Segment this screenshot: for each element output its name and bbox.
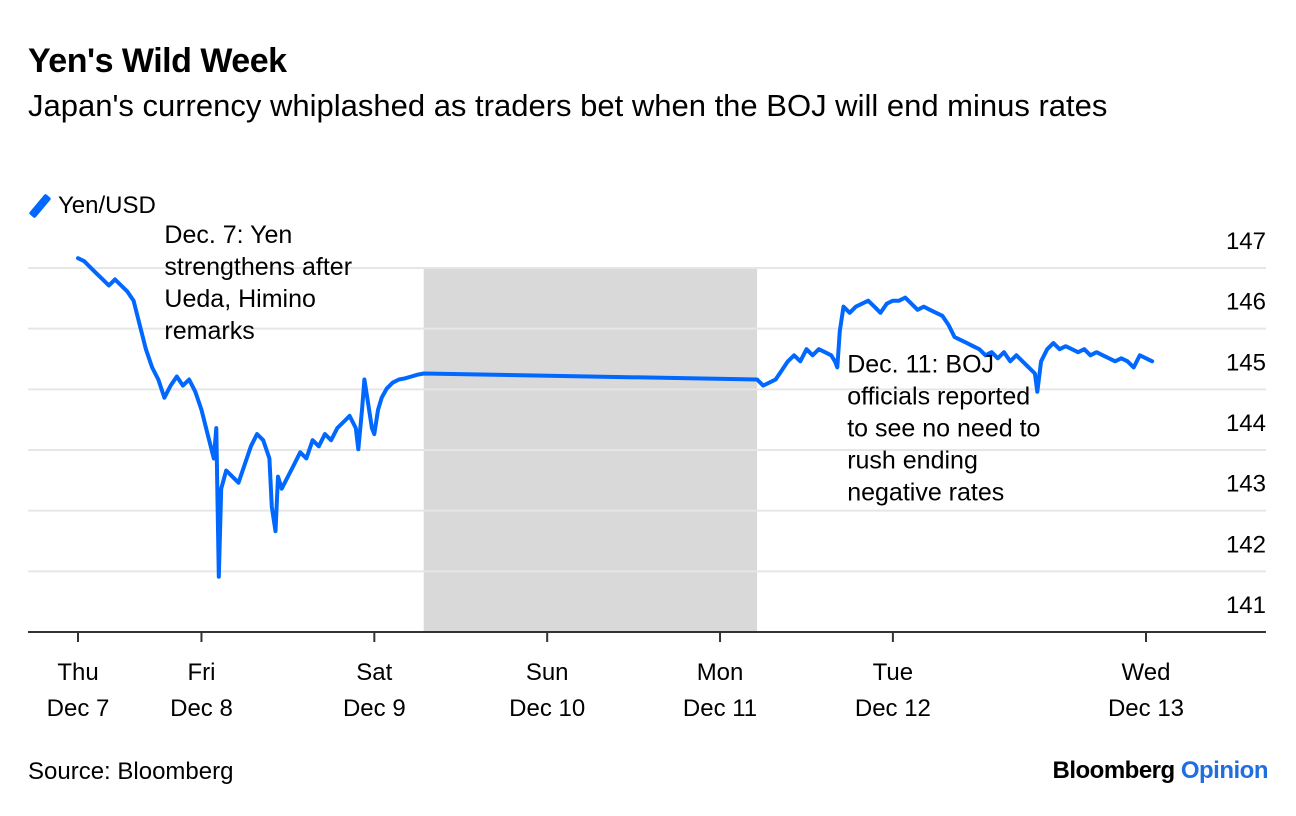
annotation-line: strengthens after (164, 253, 352, 281)
y-tick-label: 144 (1226, 410, 1266, 437)
x-tick-label: Thu (57, 659, 98, 686)
annotation-line: Dec. 7: Yen (164, 221, 292, 249)
annotation-line: rush ending (847, 446, 978, 474)
x-tick-label: Fri (187, 659, 215, 686)
y-tick-label: 147 (1226, 228, 1266, 255)
y-tick-label: 143 (1226, 471, 1266, 498)
y-tick-label: 142 (1226, 531, 1266, 558)
x-tick-label: Dec 13 (1108, 695, 1184, 722)
x-tick-label: Dec 10 (509, 695, 585, 722)
chart-title: Yen's Wild Week (28, 42, 287, 80)
annotation-line: officials reported (847, 382, 1030, 410)
annotation-line: remarks (164, 317, 254, 345)
annotation-line: to see no need to (847, 414, 1040, 442)
x-tick-label: Dec 9 (343, 695, 406, 722)
x-tick-label: Dec 11 (683, 695, 757, 722)
legend: Yen/USD (28, 191, 156, 221)
legend-label: Yen/USD (58, 192, 156, 219)
annotation-1: Dec. 7: Yen strengthens after Ueda, Himino… (164, 221, 352, 345)
brand-suffix: Opinion (1180, 757, 1269, 784)
x-tick-label: Sun (526, 659, 569, 686)
annotation-line: Dec. 11: BOJ (847, 350, 994, 378)
annotation-line: Ueda, Himino (164, 285, 315, 313)
chart-subtitle: Japan's currency whiplashed as traders b… (28, 88, 1108, 123)
y-tick-label: 141 (1226, 592, 1266, 619)
x-tick-label: Dec 12 (855, 695, 931, 722)
annotation-line: negative rates (847, 478, 1004, 506)
x-tick-label: Tue (873, 659, 913, 686)
brand-logo: Bloomberg Opinion (1053, 757, 1269, 785)
y-tick-label: 145 (1226, 349, 1266, 376)
x-tick-label: Wed (1122, 659, 1171, 686)
x-tick-label: Dec 7 (47, 695, 110, 722)
series-line-yen-usd (76, 256, 1155, 579)
brand-name: Bloomberg (1052, 757, 1176, 784)
annotation-2: Dec. 11: BOJ officials reported to see no … (847, 350, 1040, 506)
x-tick-label: Mon (697, 659, 744, 686)
source-note: Source: Bloomberg (28, 758, 234, 785)
x-tick-label: Sat (356, 659, 392, 686)
y-tick-label: 146 (1226, 289, 1266, 316)
x-tick-label: Dec 8 (170, 695, 233, 722)
